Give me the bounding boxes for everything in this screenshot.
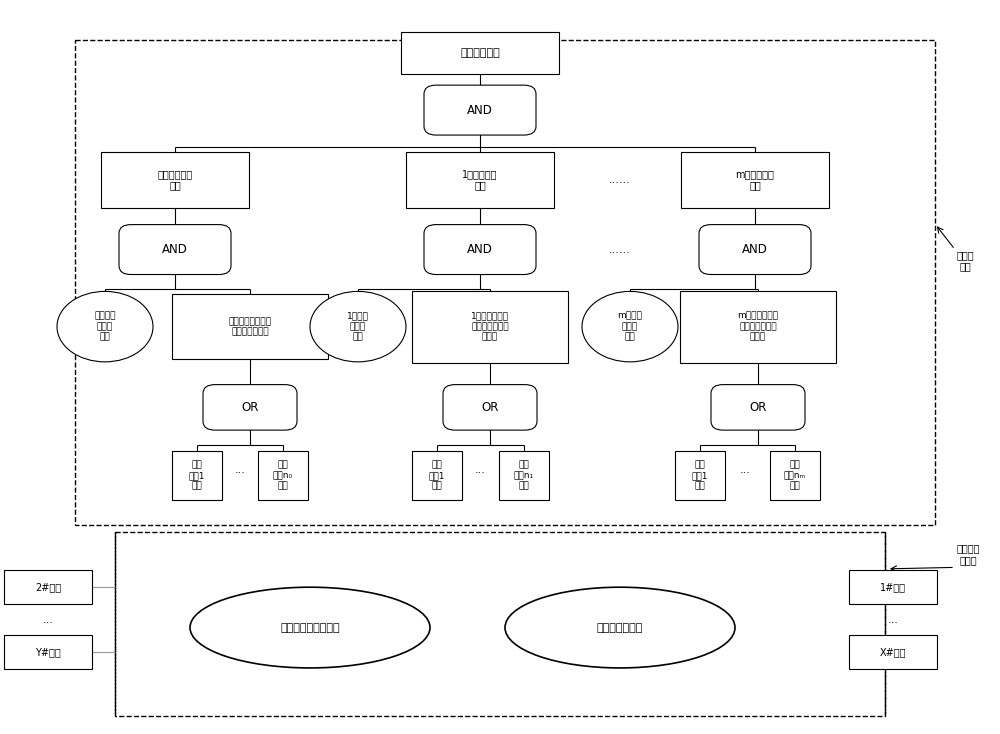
Text: AND: AND <box>467 243 493 256</box>
Text: AND: AND <box>467 103 493 117</box>
FancyBboxPatch shape <box>849 570 937 604</box>
Circle shape <box>582 291 678 362</box>
FancyBboxPatch shape <box>119 225 231 275</box>
Text: 1号辅助设备存
在微过热蒸汽供
应路径: 1号辅助设备存 在微过热蒸汽供 应路径 <box>471 312 509 341</box>
FancyBboxPatch shape <box>258 451 308 500</box>
Text: OR: OR <box>241 401 259 414</box>
FancyBboxPatch shape <box>675 451 725 500</box>
Text: Y#锅炉: Y#锅炉 <box>35 647 61 657</box>
Text: AND: AND <box>742 243 768 256</box>
FancyBboxPatch shape <box>4 635 92 669</box>
FancyBboxPatch shape <box>499 451 549 500</box>
Text: OR: OR <box>481 401 499 414</box>
Text: AND: AND <box>162 243 188 256</box>
Text: 功能树
模型: 功能树 模型 <box>957 250 975 272</box>
Circle shape <box>57 291 153 362</box>
Text: 供气
路径n₁
存在: 供气 路径n₁ 存在 <box>514 461 534 490</box>
FancyBboxPatch shape <box>101 152 249 208</box>
FancyBboxPatch shape <box>4 570 92 604</box>
Text: X#锅炉: X#锅炉 <box>880 647 906 657</box>
Text: 主汽轮机存在主过
热蒸汽供应路径: 主汽轮机存在主过 热蒸汽供应路径 <box>228 317 272 336</box>
FancyBboxPatch shape <box>680 291 836 363</box>
Text: 1号辅助设备
可用: 1号辅助设备 可用 <box>462 169 498 191</box>
Text: 1号辅助
设备未
损伤: 1号辅助 设备未 损伤 <box>347 312 369 341</box>
FancyBboxPatch shape <box>681 152 829 208</box>
Text: ...: ... <box>888 615 898 625</box>
Text: ......: ...... <box>609 175 631 185</box>
Text: 供气
路径1
存在: 供气 路径1 存在 <box>429 461 445 490</box>
FancyBboxPatch shape <box>849 635 937 669</box>
Text: 供气
路径1
存在: 供气 路径1 存在 <box>692 461 708 490</box>
Text: 供汽
路径1
完好: 供汽 路径1 完好 <box>189 461 205 490</box>
Text: ......: ...... <box>609 244 631 255</box>
FancyBboxPatch shape <box>401 32 559 74</box>
Text: 2#锅炉: 2#锅炉 <box>35 582 61 592</box>
Text: 双层有向
图模型: 双层有向 图模型 <box>957 543 980 565</box>
Text: 微过热蒸汽管网: 微过热蒸汽管网 <box>597 622 643 633</box>
FancyBboxPatch shape <box>699 225 811 275</box>
Text: ...: ... <box>740 465 750 475</box>
FancyBboxPatch shape <box>412 451 462 500</box>
Text: 主汽轮机
本体未
损伤: 主汽轮机 本体未 损伤 <box>94 312 116 341</box>
Text: OR: OR <box>749 401 767 414</box>
Text: 供气
路径nₘ
存在: 供气 路径nₘ 存在 <box>784 461 806 490</box>
Circle shape <box>310 291 406 362</box>
Text: 主汽轮机可用: 主汽轮机可用 <box>460 48 500 58</box>
Text: 供汽
路径n₀
完好: 供汽 路径n₀ 完好 <box>273 461 293 490</box>
FancyBboxPatch shape <box>443 385 537 430</box>
Text: ...: ... <box>475 465 485 475</box>
Text: m号辅助
设备未
损伤: m号辅助 设备未 损伤 <box>618 312 642 341</box>
Text: m号辅助设备存
在微过热蒸汽供
应路径: m号辅助设备存 在微过热蒸汽供 应路径 <box>738 312 778 341</box>
FancyBboxPatch shape <box>424 225 536 275</box>
Text: ...: ... <box>43 615 53 625</box>
FancyBboxPatch shape <box>203 385 297 430</box>
FancyBboxPatch shape <box>172 451 222 500</box>
Text: 1#锅炉: 1#锅炉 <box>880 582 906 592</box>
FancyBboxPatch shape <box>412 291 568 363</box>
FancyBboxPatch shape <box>172 294 328 359</box>
Ellipse shape <box>190 587 430 668</box>
Text: 主、辅过热蒸汽管网: 主、辅过热蒸汽管网 <box>280 622 340 633</box>
FancyBboxPatch shape <box>424 85 536 135</box>
FancyBboxPatch shape <box>406 152 554 208</box>
FancyBboxPatch shape <box>711 385 805 430</box>
Ellipse shape <box>505 587 735 668</box>
Text: ...: ... <box>235 465 245 475</box>
FancyBboxPatch shape <box>770 451 820 500</box>
Text: 主汽轮机机体
可用: 主汽轮机机体 可用 <box>157 169 193 191</box>
Text: m号辅助设备
可用: m号辅助设备 可用 <box>736 169 774 191</box>
